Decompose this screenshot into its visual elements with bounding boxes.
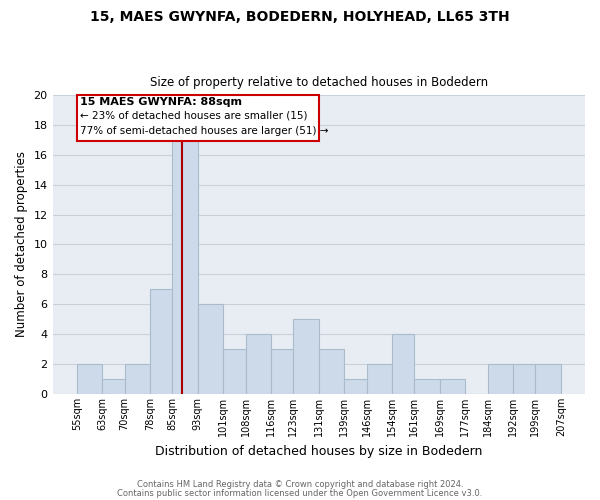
Bar — [319, 349, 344, 394]
Text: Contains public sector information licensed under the Open Government Licence v3: Contains public sector information licen… — [118, 488, 482, 498]
Bar — [367, 364, 392, 394]
Bar — [344, 379, 367, 394]
Bar — [392, 334, 415, 394]
Text: 15, MAES GWYNFA, BODEDERN, HOLYHEAD, LL65 3TH: 15, MAES GWYNFA, BODEDERN, HOLYHEAD, LL6… — [90, 10, 510, 24]
Bar — [293, 319, 319, 394]
Bar — [513, 364, 535, 394]
Text: 15 MAES GWYNFA: 88sqm: 15 MAES GWYNFA: 88sqm — [80, 96, 242, 106]
Text: ← 23% of detached houses are smaller (15): ← 23% of detached houses are smaller (15… — [80, 111, 307, 121]
Bar — [172, 140, 198, 394]
X-axis label: Distribution of detached houses by size in Bodedern: Distribution of detached houses by size … — [155, 444, 482, 458]
Bar — [535, 364, 561, 394]
FancyBboxPatch shape — [77, 95, 319, 141]
Y-axis label: Number of detached properties: Number of detached properties — [15, 152, 28, 338]
Bar — [223, 349, 245, 394]
Text: 77% of semi-detached houses are larger (51) →: 77% of semi-detached houses are larger (… — [80, 126, 328, 136]
Bar — [271, 349, 293, 394]
Bar — [415, 379, 440, 394]
Bar — [440, 379, 465, 394]
Bar — [488, 364, 513, 394]
Bar — [245, 334, 271, 394]
Bar — [102, 379, 125, 394]
Bar — [77, 364, 102, 394]
Bar — [125, 364, 150, 394]
Title: Size of property relative to detached houses in Bodedern: Size of property relative to detached ho… — [150, 76, 488, 90]
Bar — [198, 304, 223, 394]
Bar — [150, 290, 172, 394]
Text: Contains HM Land Registry data © Crown copyright and database right 2024.: Contains HM Land Registry data © Crown c… — [137, 480, 463, 489]
